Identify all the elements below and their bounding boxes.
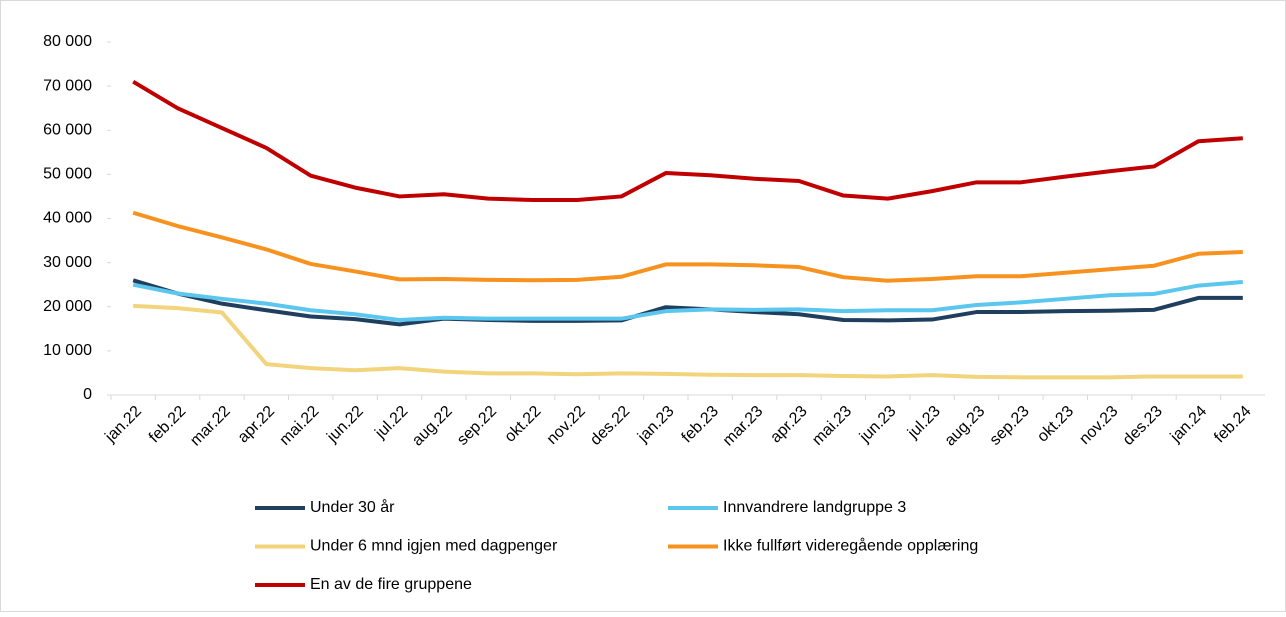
series-line — [132, 280, 1243, 322]
series-line — [132, 210, 1243, 283]
y-tick-label: 40 000 — [43, 210, 92, 227]
legend-label: Under 6 mnd igjen med dagpenger — [310, 538, 558, 555]
legend-label: Ikke fullført videregående opplæring — [723, 537, 978, 555]
legend-label: Innvandrere landgruppe 3 — [723, 499, 906, 516]
y-tick-label: 10 000 — [43, 342, 92, 359]
y-tick-label: 80 000 — [43, 33, 92, 50]
series-line — [132, 79, 1243, 202]
y-tick-label: 0 — [83, 386, 92, 403]
y-tick-label: 60 000 — [43, 121, 92, 138]
legend-label: En av de fire gruppene — [310, 576, 472, 593]
y-tick-label: 30 000 — [43, 254, 92, 271]
series-line — [133, 303, 1243, 380]
y-tick-label: 20 000 — [43, 298, 92, 315]
legend-label: Under 30 år — [310, 498, 395, 516]
y-tick-label: 50 000 — [43, 166, 92, 183]
y-tick-label: 70 000 — [43, 77, 92, 94]
